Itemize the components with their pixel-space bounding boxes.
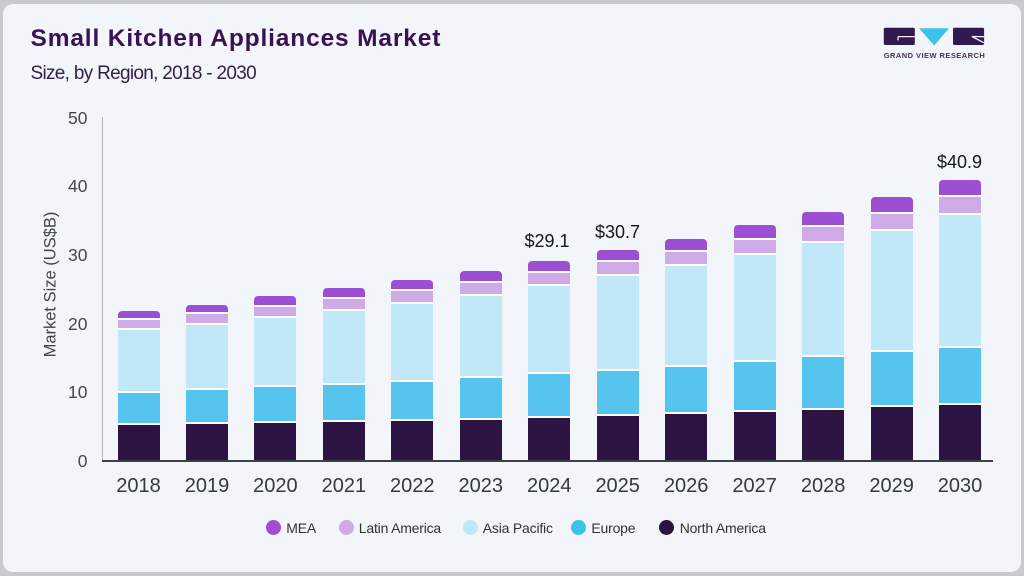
svg-text:GRAND VIEW RESEARCH: GRAND VIEW RESEARCH — [884, 51, 985, 60]
